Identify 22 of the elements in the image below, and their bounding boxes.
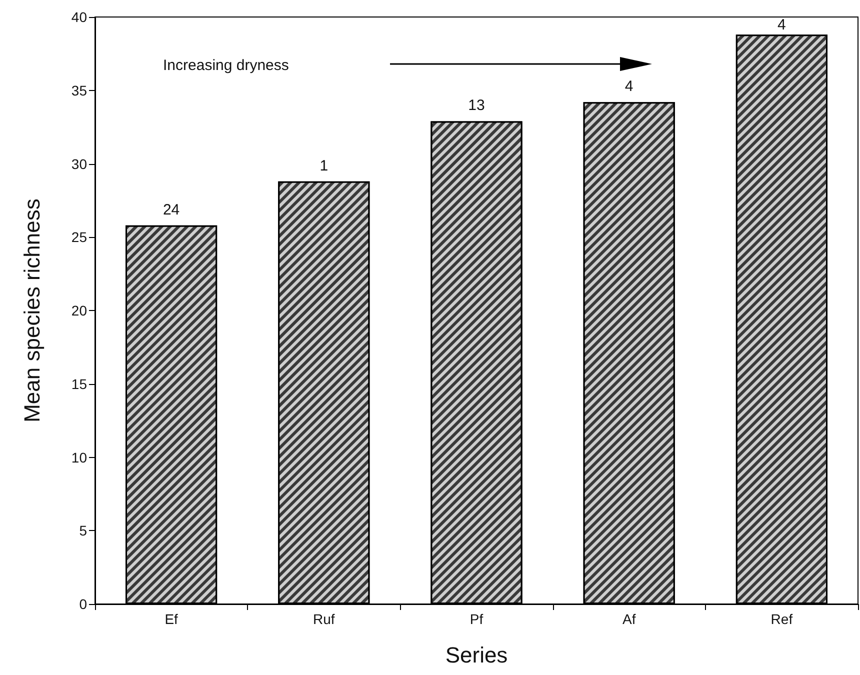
x-tick-label: Ef: [164, 611, 178, 627]
x-tick-label: Ruf: [313, 611, 335, 627]
x-tick-label: Ref: [770, 611, 793, 627]
y-tick-label: 30: [71, 156, 88, 172]
annotation: 1: [320, 157, 328, 174]
y-axis-title: Mean species richness: [20, 198, 44, 422]
y-tick-label: 40: [71, 9, 88, 25]
x-axis-title: Series: [445, 642, 508, 668]
annotation: Increasing dryness: [163, 57, 289, 74]
y-tick-label: 0: [79, 596, 88, 612]
y-tick-label: 10: [71, 449, 88, 466]
annotation: 4: [624, 78, 634, 96]
y-tick-label: 20: [71, 302, 88, 318]
annotation: 24: [162, 201, 180, 218]
y-tick-label: 15: [71, 376, 88, 392]
y-tick-label: 35: [71, 82, 88, 98]
annotation: 13: [468, 97, 485, 114]
y-tick-label: 5: [79, 522, 88, 539]
y-tick-label: 25: [71, 229, 88, 246]
annotation: 4: [778, 16, 786, 34]
x-tick-label: Pf: [470, 611, 484, 627]
x-tick-label: Af: [622, 611, 636, 627]
